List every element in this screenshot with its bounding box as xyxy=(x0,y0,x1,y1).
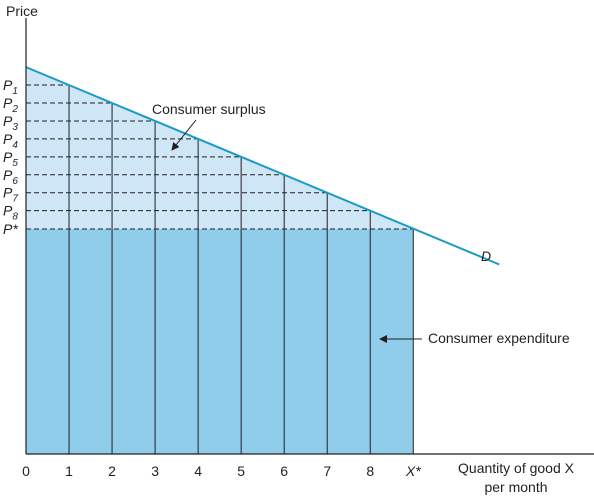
consumer-expenditure-label: Consumer expenditure xyxy=(428,330,570,346)
x-tick-label-5: 5 xyxy=(237,463,245,479)
price-label-4: P4 xyxy=(3,131,18,151)
x-axis-label-line2: per month xyxy=(484,479,547,495)
x-tick-label-6: 6 xyxy=(280,463,288,479)
x-tick-label-8: 8 xyxy=(366,463,374,479)
y-axis-label: Price xyxy=(6,3,38,19)
x-tick-label-9: X* xyxy=(405,463,421,479)
price-label-7: P7 xyxy=(3,185,18,205)
x-tick-label-0: 0 xyxy=(22,463,30,479)
x-axis-label-line1: Quantity of good X xyxy=(458,460,575,476)
price-label-1: P1 xyxy=(3,77,18,97)
demand-label: D xyxy=(481,248,491,264)
price-label-2: P2 xyxy=(3,95,18,115)
price-label-6: P6 xyxy=(3,167,18,187)
consumer-surplus-arrow xyxy=(171,119,197,151)
price-label-8: P8 xyxy=(3,203,18,223)
x-tick-label-3: 3 xyxy=(151,463,159,479)
x-tick-label-2: 2 xyxy=(108,463,116,479)
x-tick-label-7: 7 xyxy=(323,463,331,479)
demand-curve xyxy=(25,66,500,266)
quantity-vertical-lines xyxy=(68,85,414,454)
chart-fills xyxy=(26,67,414,454)
consumer-surplus-label: Consumer surplus xyxy=(152,101,266,117)
price-label-9: P* xyxy=(3,221,18,237)
axes xyxy=(25,18,594,455)
x-tick-labels: 0 1 2 3 4 5 6 7 8 X* xyxy=(22,463,421,479)
price-label-5: P5 xyxy=(3,149,18,169)
price-label-3: P3 xyxy=(3,113,18,133)
x-tick-label-1: 1 xyxy=(65,463,73,479)
consumer-expenditure-area xyxy=(26,228,414,454)
x-tick-label-4: 4 xyxy=(194,463,202,479)
